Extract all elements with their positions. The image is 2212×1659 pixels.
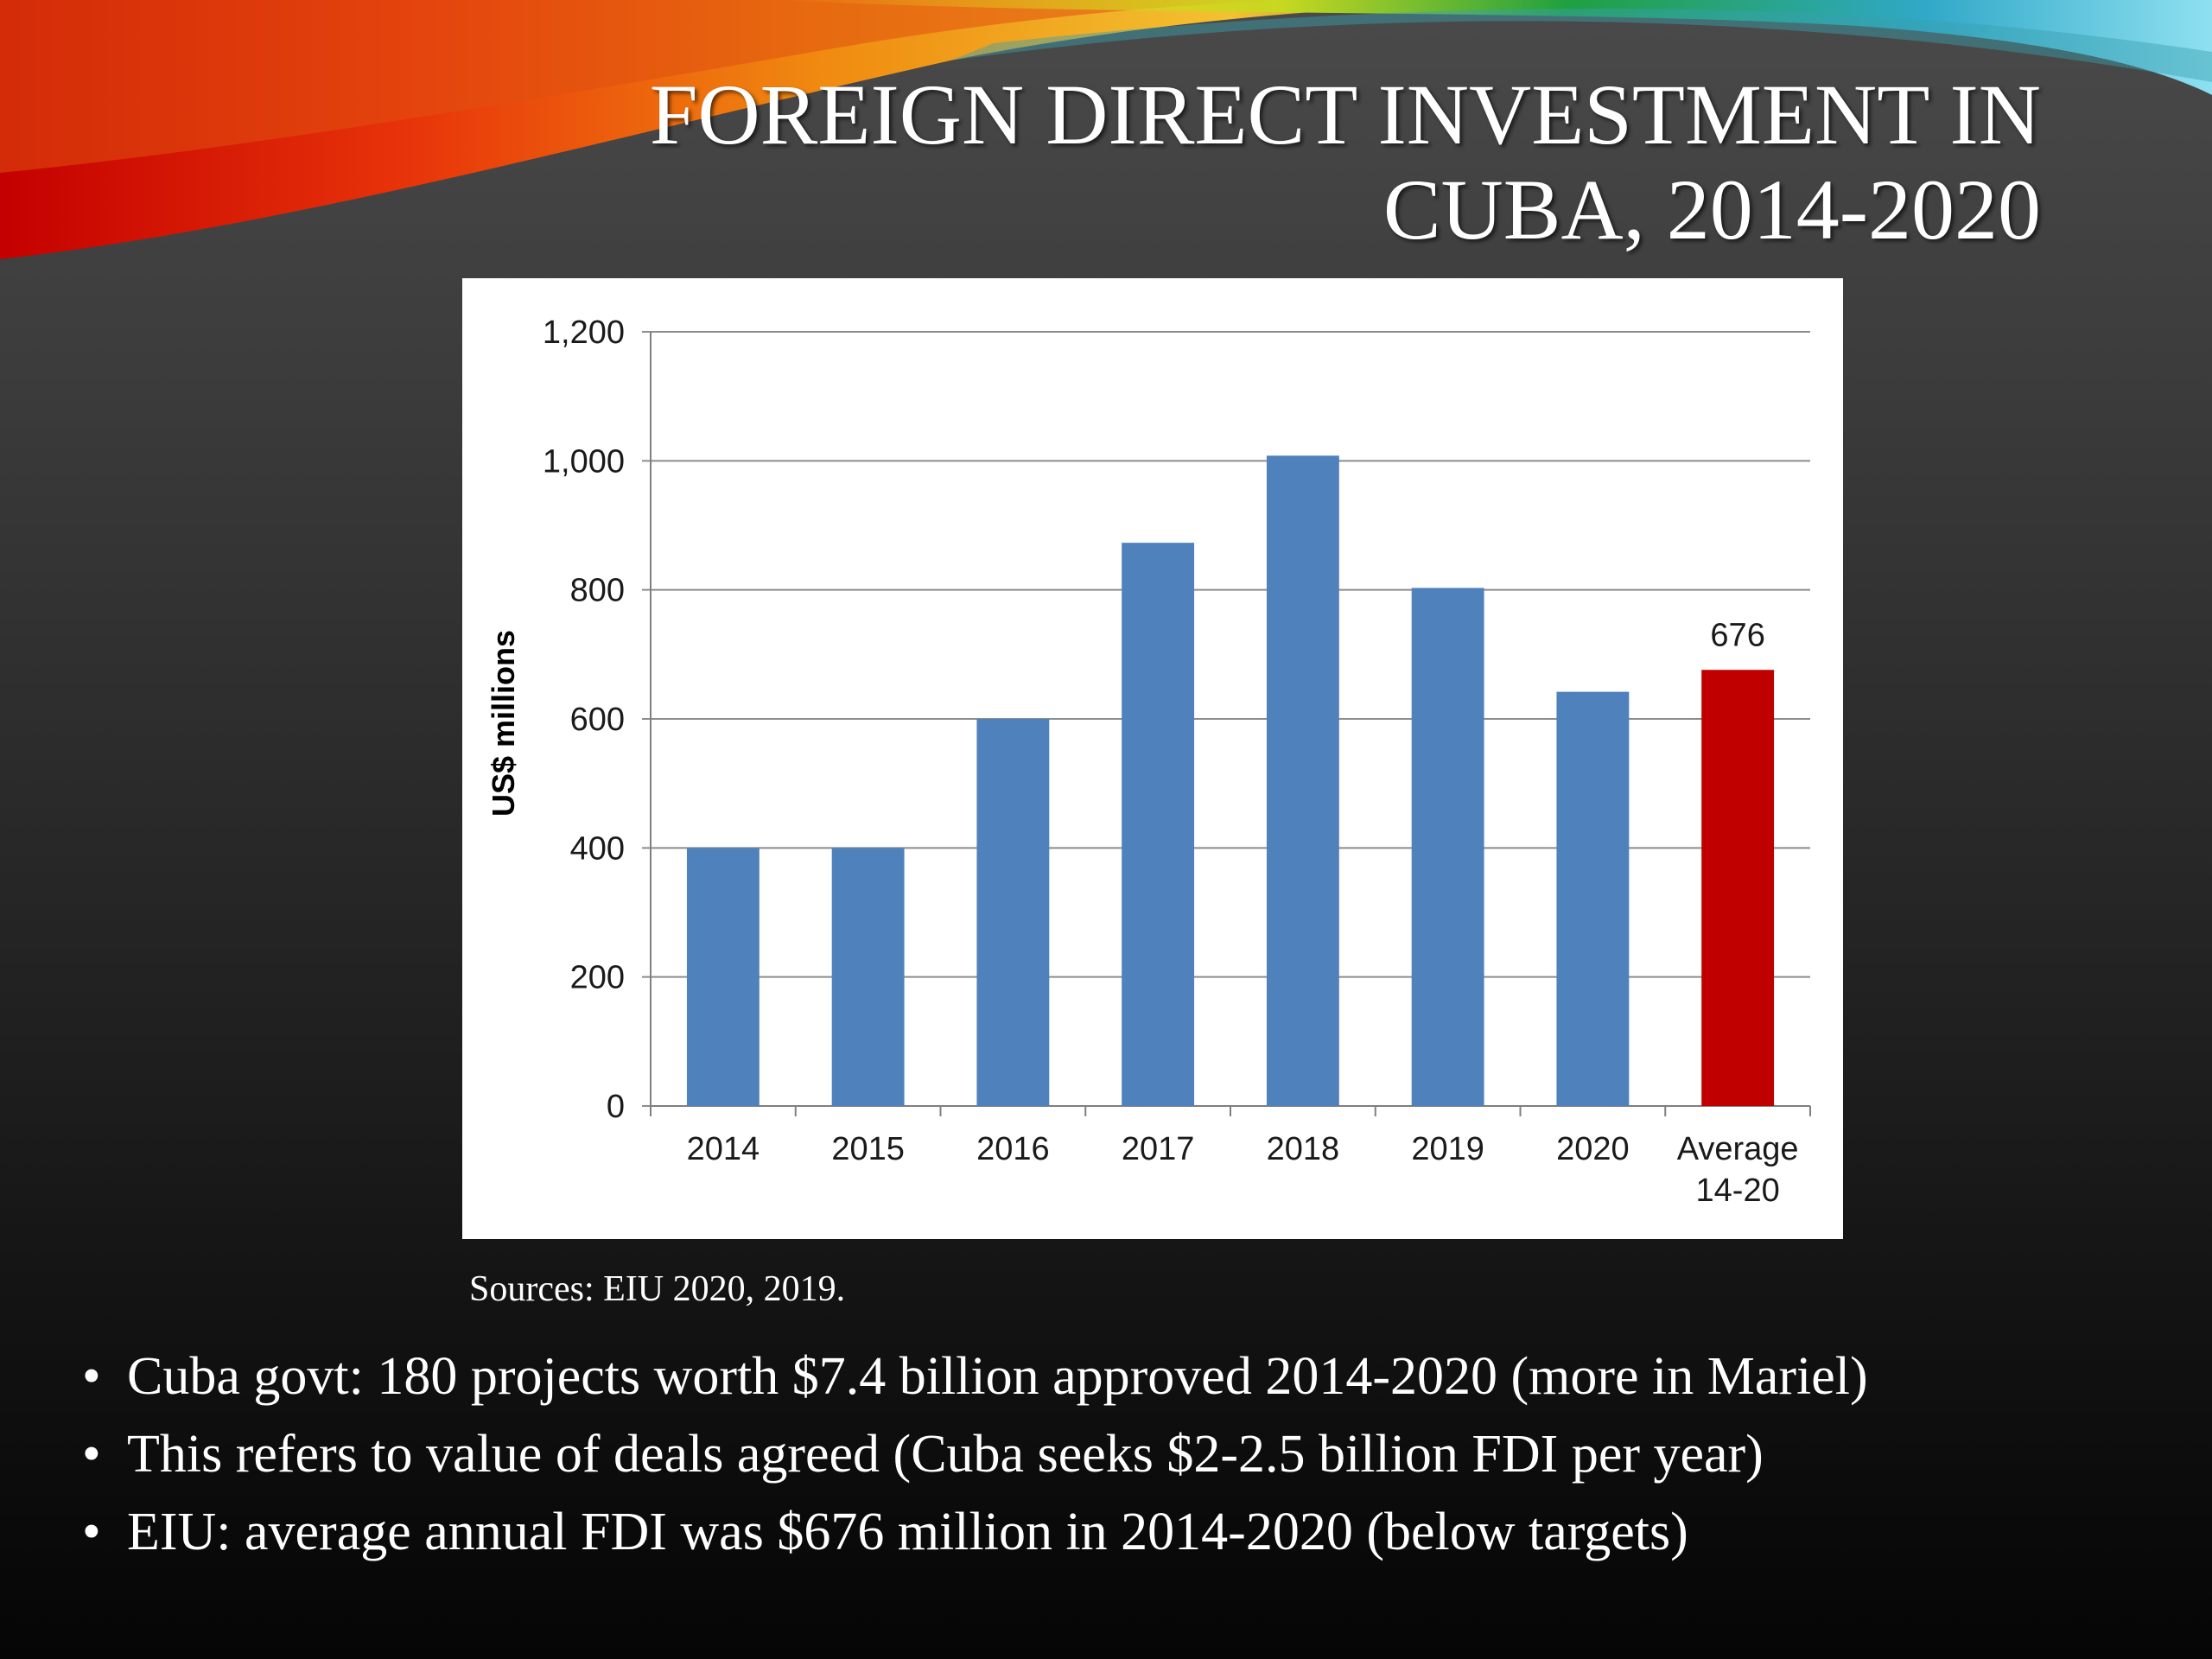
- bar-2016: [976, 719, 1050, 1106]
- decorative-swoosh: [0, 0, 2212, 259]
- x-category-label: 2017: [1122, 1131, 1195, 1167]
- bullet-dot-icon: •: [82, 1503, 101, 1561]
- y-tick-label: 200: [570, 960, 625, 996]
- bullet-text: This refers to value of deals agreed (Cu…: [127, 1425, 1764, 1484]
- y-axis-title: US$ millions: [486, 630, 521, 817]
- y-tick-label: 0: [607, 1089, 625, 1125]
- y-tick-label: 800: [570, 573, 625, 609]
- x-category-label: 2020: [1556, 1131, 1630, 1167]
- bullet-list: • Cuba govt: 180 projects worth $7.4 bill…: [82, 1338, 1868, 1571]
- slide-title: FOREIGN DIRECT INVESTMENT IN CUBA, 2014-…: [313, 67, 2041, 257]
- bullet-dot-icon: •: [82, 1425, 101, 1484]
- bar-2020: [1556, 691, 1630, 1106]
- slide-title-line2: CUBA, 2014-2020: [1382, 162, 2041, 257]
- bullet-item: • Cuba govt: 180 projects worth $7.4 bill…: [82, 1338, 1868, 1415]
- bar-2018: [1266, 455, 1339, 1106]
- x-category-label: 2014: [687, 1131, 760, 1167]
- bullet-text: EIU: average annual FDI was $676 million…: [127, 1503, 1688, 1561]
- fdi-bar-chart: 0 200 400 600 800 1,000 1,200 2014 2015 2016 2017 2…: [486, 315, 1811, 1209]
- bullet-item: • This refers to value of deals agreed (C…: [82, 1415, 1868, 1493]
- x-category-label: 2019: [1411, 1131, 1484, 1167]
- bullet-item: • EIU: average annual FDI was $676 millio…: [82, 1493, 1868, 1571]
- bar-average-14-20: [1701, 670, 1775, 1106]
- bar-2015: [831, 848, 905, 1106]
- slide-title-line1: FOREIGN DIRECT INVESTMENT IN: [649, 67, 2041, 162]
- y-tick-label: 600: [570, 702, 625, 738]
- y-tick-label: 400: [570, 830, 625, 867]
- sources-note: Sources: EIU 2020, 2019.: [469, 1269, 846, 1309]
- x-category-label: 2015: [831, 1131, 905, 1167]
- bar-2014: [686, 848, 760, 1106]
- chart-panel: 0 200 400 600 800 1,000 1,200 2014 2015 2016 2017 2…: [462, 278, 1843, 1239]
- bar-2017: [1122, 543, 1195, 1106]
- y-tick-label: 1,000: [543, 443, 625, 480]
- data-label: 676: [1710, 617, 1764, 653]
- y-tick-label: 1,200: [543, 315, 625, 351]
- x-category-label: 2018: [1267, 1131, 1340, 1167]
- x-category-label: 2016: [976, 1131, 1050, 1167]
- x-category-label: Average: [1677, 1131, 1799, 1167]
- x-category-label: 14-20: [1696, 1173, 1780, 1209]
- bullet-text: Cuba govt: 180 projects worth $7.4 billi…: [127, 1347, 1868, 1406]
- bullet-dot-icon: •: [82, 1347, 101, 1406]
- bar-2019: [1411, 588, 1484, 1106]
